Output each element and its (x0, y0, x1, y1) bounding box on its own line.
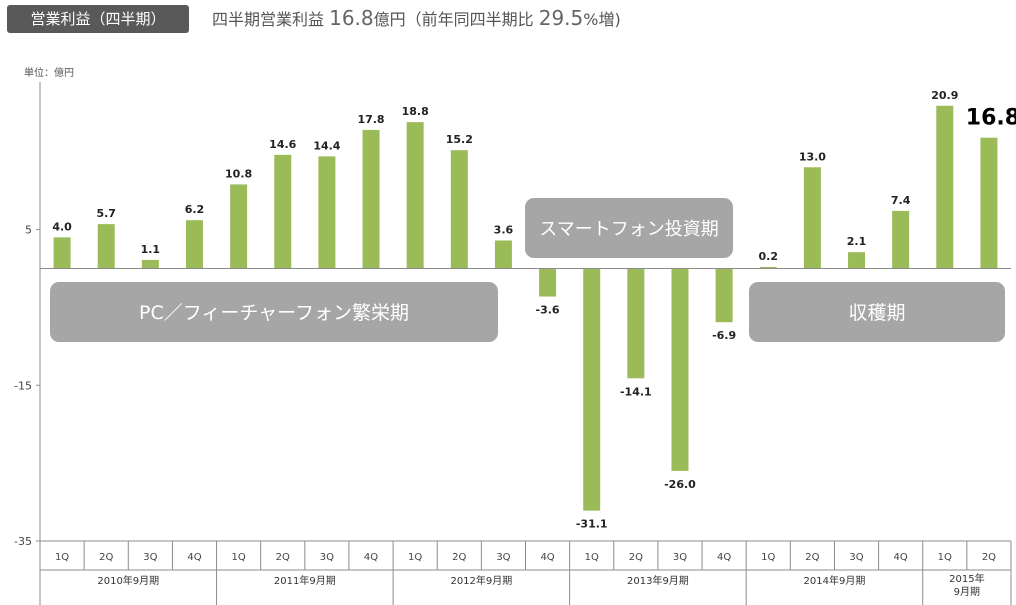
bar (185, 220, 203, 269)
data-label: -14.1 (620, 385, 652, 398)
x-tick-label: 2Q (452, 552, 466, 563)
data-label: 4.0 (52, 220, 72, 233)
bar (980, 137, 998, 269)
bar (627, 268, 645, 379)
x-tick-label: 4Q (187, 552, 201, 563)
data-label: 14.4 (313, 139, 340, 152)
data-label: 3.6 (494, 223, 514, 236)
bar (671, 268, 689, 471)
bar (141, 259, 159, 269)
x-tick-label: 1Q (231, 552, 245, 563)
x-tick-label: 2Q (805, 552, 819, 563)
x-tick-label: 4Q (364, 552, 378, 563)
summary-percent: 29.5 (538, 6, 584, 30)
bar (53, 237, 71, 269)
x-tick-label: 1Q (55, 552, 69, 563)
data-label: 2.1 (847, 235, 867, 248)
group-label: 2015年 (949, 572, 984, 585)
bar (848, 252, 866, 269)
phase-box (50, 282, 498, 342)
data-label: 14.6 (269, 138, 296, 151)
data-label: -3.6 (536, 304, 560, 317)
bar (97, 224, 115, 269)
bar (494, 240, 512, 269)
bar (936, 105, 954, 269)
y-tick-label: -35 (14, 535, 32, 548)
data-label: -31.1 (576, 518, 608, 531)
x-tick-label: 1Q (938, 552, 952, 563)
data-label: 15.2 (446, 133, 473, 146)
data-label: 16.8 (966, 106, 1016, 131)
data-label: 1.1 (141, 243, 161, 256)
data-label: 7.4 (891, 194, 911, 207)
data-label: 17.8 (357, 113, 384, 126)
data-label: 0.2 (759, 250, 779, 263)
unit-label: 単位：億円 (24, 68, 74, 79)
chart-summary: 四半期営業利益 16.8億円（前年同四半期比 29.5%増) (212, 6, 621, 32)
x-tick-label: 4Q (540, 552, 554, 563)
group-label: 2011年9月期 (274, 574, 336, 587)
data-label: 13.0 (799, 150, 826, 163)
bar (892, 210, 910, 269)
data-label: 20.9 (931, 89, 958, 102)
bar (274, 154, 292, 269)
x-tick-label: 2Q (982, 552, 996, 563)
bar (450, 150, 468, 269)
summary-prefix: 四半期営業利益 (212, 10, 330, 29)
phase-label: 収穫期 (848, 302, 905, 324)
bar (583, 268, 601, 511)
bar (406, 122, 424, 269)
bar (803, 167, 821, 269)
data-label: 6.2 (185, 203, 205, 216)
bar (318, 156, 336, 269)
x-tick-label: 3Q (320, 552, 334, 563)
chart-title-badge: 営業利益（四半期） (7, 5, 189, 33)
group-label: 2012年9月期 (450, 574, 512, 587)
group-label: 9月期 (954, 586, 980, 598)
summary-suffix: %増) (583, 10, 621, 29)
y-tick-label: -15 (14, 379, 32, 392)
x-tick-label: 4Q (717, 552, 731, 563)
x-tick-label: 3Q (849, 552, 863, 563)
summary-value: 16.8 (329, 6, 374, 30)
x-tick-label: 3Q (496, 552, 510, 563)
bar (715, 268, 733, 323)
x-tick-label: 2Q (629, 552, 643, 563)
x-tick-label: 2Q (276, 552, 290, 563)
x-tick-label: 3Q (143, 552, 157, 563)
x-tick-label: 1Q (408, 552, 422, 563)
x-tick-label: 3Q (673, 552, 687, 563)
x-tick-label: 1Q (585, 552, 599, 563)
data-label: 10.8 (225, 167, 252, 180)
phase-label: スマートフォン投資期 (539, 219, 718, 240)
x-tick-label: 2Q (99, 552, 113, 563)
group-label: 2014年9月期 (804, 574, 866, 587)
group-label: 2010年9月期 (97, 574, 159, 587)
phase-box (525, 198, 733, 258)
data-label: -6.9 (712, 329, 736, 342)
x-tick-label: 1Q (761, 552, 775, 563)
data-label: -26.0 (664, 478, 696, 491)
phase-box (749, 282, 1005, 342)
group-label: 2013年9月期 (627, 574, 689, 587)
bar (362, 129, 380, 269)
data-label: 5.7 (96, 207, 116, 220)
data-label: 18.8 (402, 105, 429, 118)
summary-mid: 億円（前年同四半期比 (373, 10, 539, 29)
x-tick-label: 4Q (894, 552, 908, 563)
phase-label: PC／フィーチャーフォン繁栄期 (139, 302, 409, 324)
bar (539, 268, 557, 297)
bar (759, 266, 777, 269)
bar (230, 184, 248, 269)
y-tick-label: 5 (25, 224, 32, 237)
